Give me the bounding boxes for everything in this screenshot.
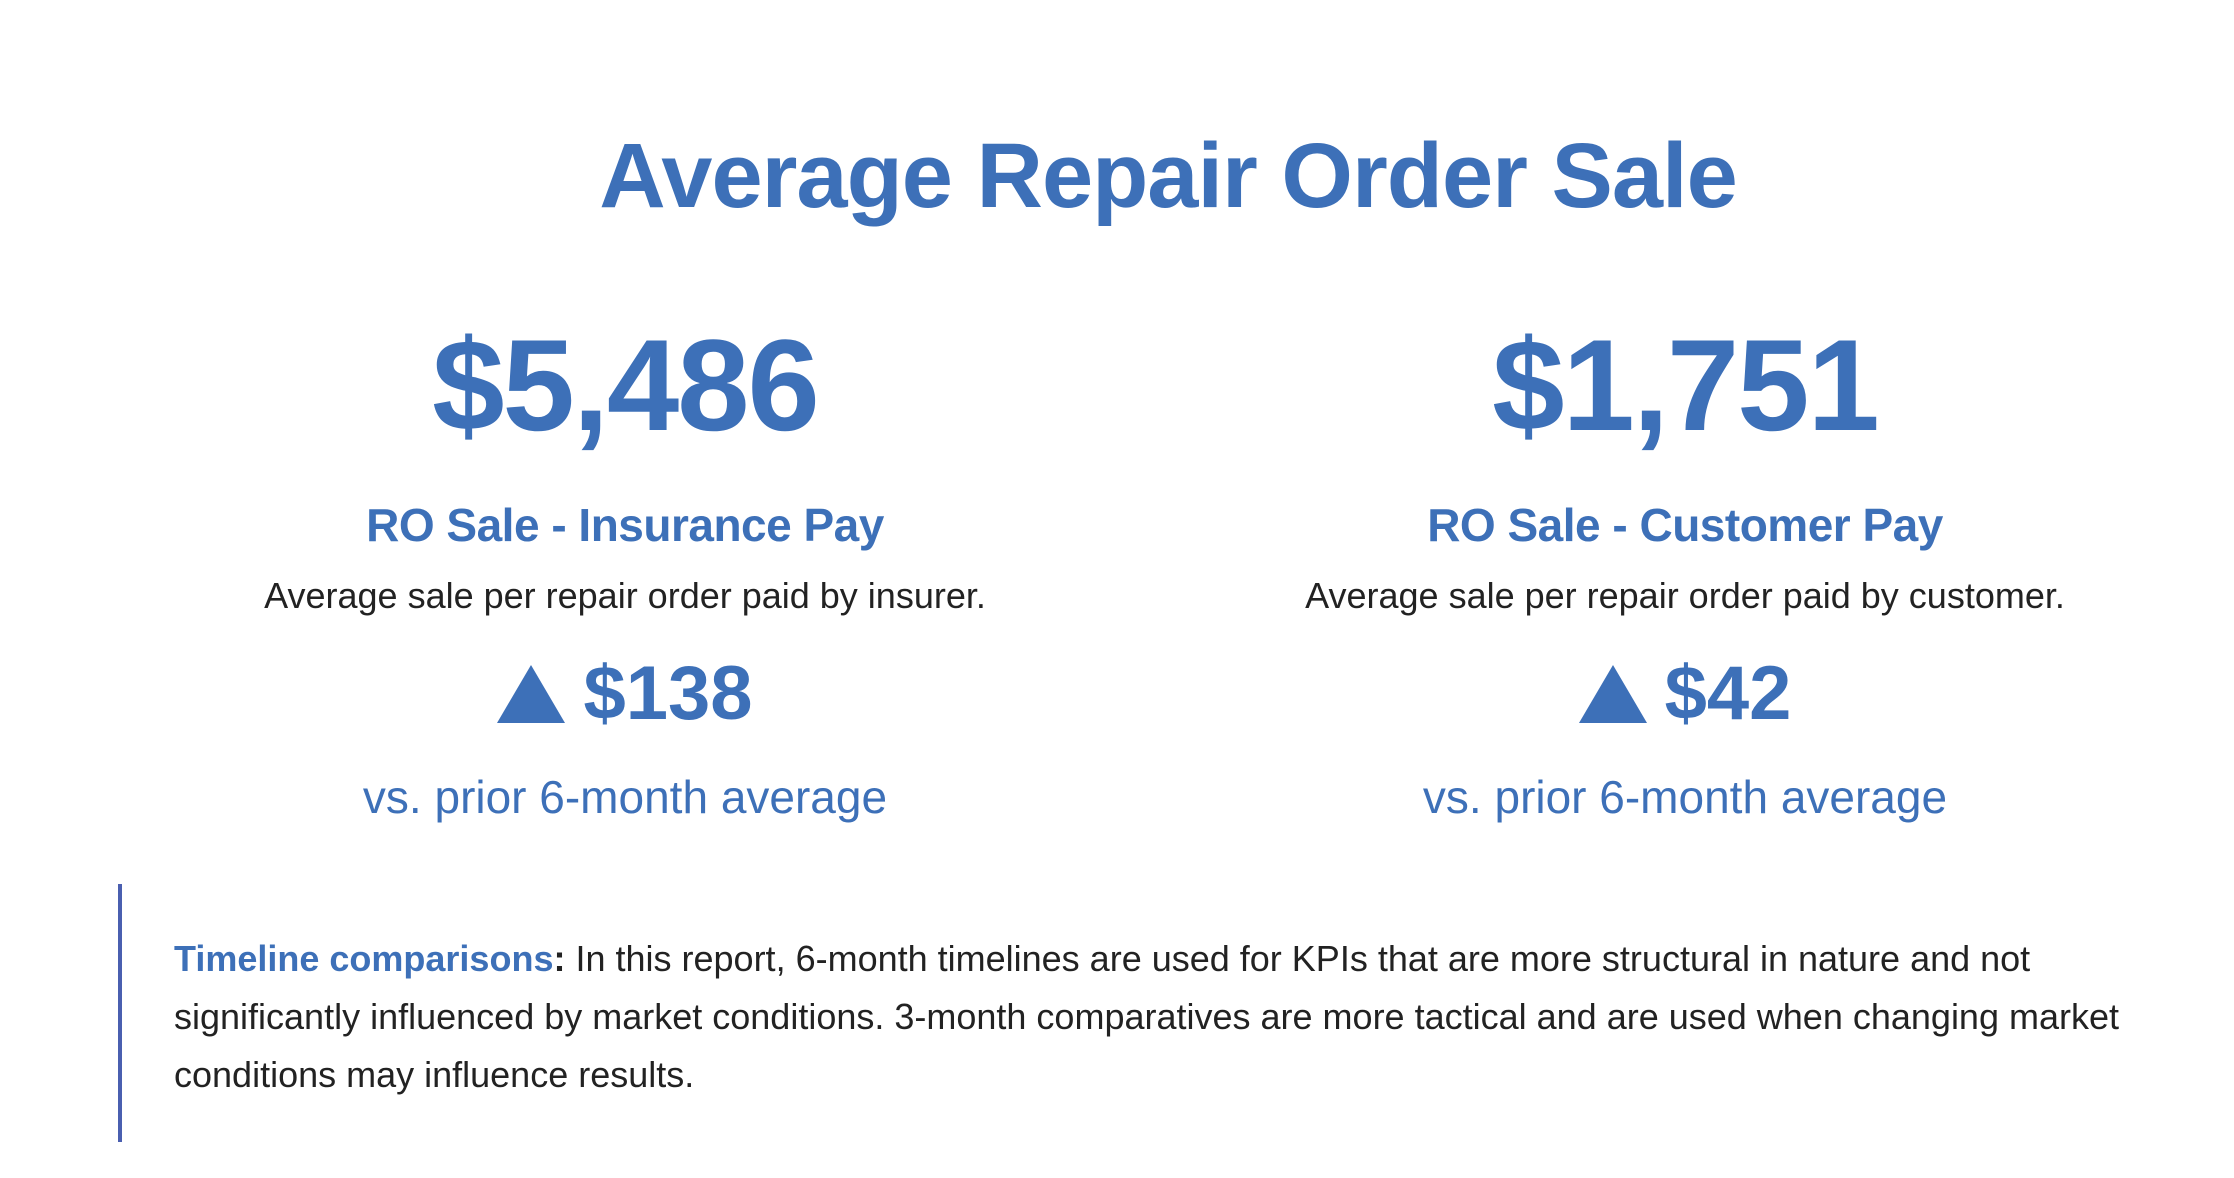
kpi-delta-value: $138 [583,651,753,736]
note-text: Timeline comparisons: In this report, 6-… [174,930,2198,1104]
kpi-card-insurance-pay: $5,486 RO Sale - Insurance Pay Average s… [75,320,1175,820]
kpi-comparison: vs. prior 6-month average [362,771,888,823]
kpi-description: Average sale per repair order paid by in… [264,575,986,616]
page-title: Average Repair Order Sale [599,125,1738,227]
note-lead: Timeline comparisons [174,938,554,979]
note-colon: : [553,938,566,979]
kpi-label: RO Sale - Customer Pay [1427,499,1943,551]
kpi-delta: $138 [75,656,1175,732]
note-body: In this report, 6-month timelines are us… [174,938,2120,1095]
triangle-up-icon [1578,665,1647,723]
kpi-description: Average sale per repair order paid by cu… [1305,575,2065,616]
kpi-delta-value: $42 [1664,651,1792,736]
kpi-value: $5,486 [432,312,820,458]
kpi-label: RO Sale - Insurance Pay [366,499,884,551]
kpi-value: $1,751 [1492,312,1880,458]
kpi-delta: $42 [1135,656,2234,732]
kpi-comparison: vs. prior 6-month average [1422,771,1948,823]
triangle-up-icon [497,665,566,723]
timeline-note: Timeline comparisons: In this report, 6-… [118,884,2198,1142]
kpi-card-customer-pay: $1,751 RO Sale - Customer Pay Average sa… [1135,320,2234,820]
